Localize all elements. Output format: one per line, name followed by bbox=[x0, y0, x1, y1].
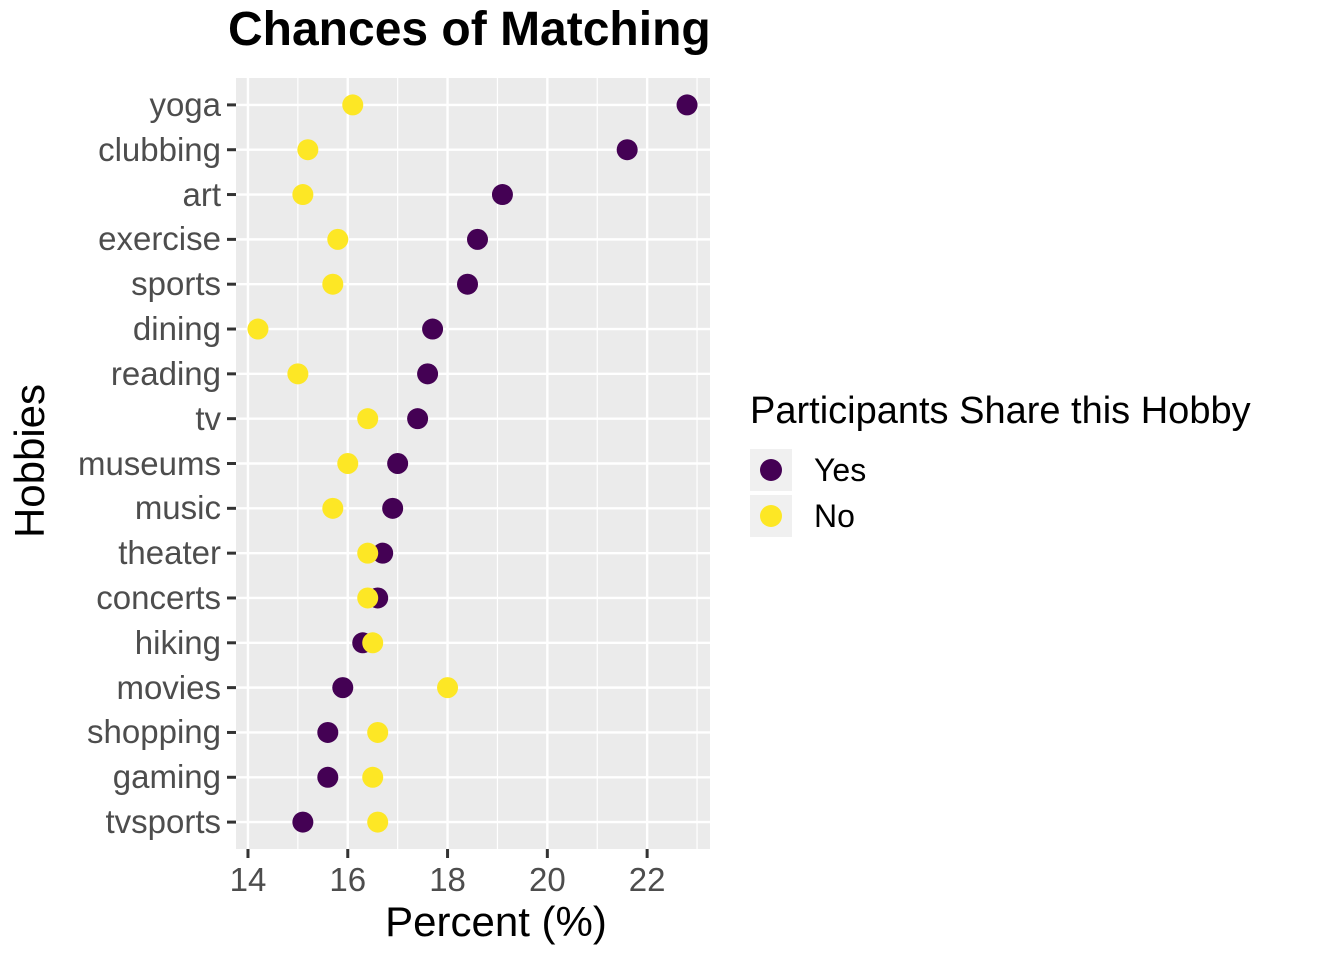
data-point-no-gaming bbox=[362, 766, 384, 788]
data-point-no-tv bbox=[357, 408, 379, 430]
data-point-no-art bbox=[292, 184, 314, 206]
y-tick-label-art: art bbox=[182, 175, 221, 213]
data-point-no-movies bbox=[437, 677, 459, 699]
legend-item-yes: Yes bbox=[750, 449, 1251, 491]
chart-title: Chances of Matching bbox=[228, 3, 711, 56]
y-tick-label-music: music bbox=[134, 489, 221, 527]
data-point-yes-theater bbox=[372, 542, 394, 564]
x-tick-label-16: 16 bbox=[329, 861, 367, 898]
x-tick-label-14: 14 bbox=[229, 861, 267, 898]
data-point-yes-tv bbox=[407, 408, 429, 430]
y-tick-label-exercise: exercise bbox=[98, 220, 221, 258]
legend-title: Participants Share this Hobby bbox=[750, 390, 1251, 432]
legend-key-yes bbox=[750, 449, 792, 491]
y-tick-label-hiking: hiking bbox=[134, 623, 221, 661]
data-point-no-museums bbox=[337, 453, 359, 474]
data-point-yes-music bbox=[382, 497, 404, 519]
y-tick-label-reading: reading bbox=[110, 354, 221, 392]
data-point-no-tvsports bbox=[367, 811, 389, 833]
y-tick-label-sports: sports bbox=[131, 265, 221, 303]
y-tick-label-concerts: concerts bbox=[96, 578, 221, 616]
y-tick-label-dining: dining bbox=[132, 310, 221, 348]
data-point-yes-reading bbox=[417, 363, 439, 385]
y-tick-label-movies: movies bbox=[116, 668, 221, 706]
x-tick-label-20: 20 bbox=[528, 861, 566, 898]
data-point-no-sports bbox=[322, 273, 344, 295]
data-point-yes-sports bbox=[457, 273, 479, 295]
data-point-yes-exercise bbox=[466, 228, 488, 250]
y-tick-label-yoga: yoga bbox=[149, 85, 221, 123]
data-point-no-hiking bbox=[362, 632, 384, 654]
data-point-yes-clubbing bbox=[616, 139, 638, 161]
legend: Participants Share this Hobby Yes No bbox=[750, 389, 1251, 537]
data-point-no-dining bbox=[247, 318, 269, 340]
data-point-no-music bbox=[322, 497, 344, 519]
data-point-yes-movies bbox=[332, 677, 354, 699]
data-point-no-concerts bbox=[357, 587, 379, 609]
legend-key-no bbox=[750, 495, 792, 537]
data-point-no-reading bbox=[287, 363, 309, 385]
data-point-yes-shopping bbox=[317, 721, 339, 743]
y-tick-label-clubbing: clubbing bbox=[98, 130, 221, 168]
x-tick-label-18: 18 bbox=[429, 861, 466, 898]
legend-label-no: No bbox=[814, 497, 855, 534]
y-tick-label-museums: museums bbox=[77, 444, 221, 482]
x-tick-label-22: 22 bbox=[628, 861, 666, 898]
data-point-yes-tvsports bbox=[292, 811, 314, 833]
data-point-no-shopping bbox=[367, 721, 389, 743]
y-tick-label-shopping: shopping bbox=[87, 713, 221, 751]
y-tick-label-gaming: gaming bbox=[112, 758, 221, 796]
data-point-no-theater bbox=[357, 542, 379, 564]
data-point-no-yoga bbox=[342, 94, 364, 116]
x-axis-title: Percent (%) bbox=[385, 898, 607, 945]
data-point-yes-art bbox=[491, 184, 513, 206]
data-point-no-exercise bbox=[327, 228, 349, 250]
legend-item-no: No bbox=[750, 495, 1251, 537]
legend-dot-yes-icon bbox=[760, 459, 782, 481]
data-point-yes-yoga bbox=[676, 94, 698, 116]
y-tick-label-theater: theater bbox=[118, 534, 221, 572]
legend-label-yes: Yes bbox=[814, 451, 867, 488]
legend-dot-no-icon bbox=[760, 505, 782, 527]
data-point-yes-museums bbox=[387, 453, 409, 474]
y-tick-label-tvsports: tvsports bbox=[105, 803, 221, 841]
y-tick-label-tv: tv bbox=[195, 399, 221, 437]
data-point-yes-dining bbox=[422, 318, 444, 340]
data-point-no-clubbing bbox=[297, 139, 319, 161]
data-point-yes-gaming bbox=[317, 766, 339, 788]
